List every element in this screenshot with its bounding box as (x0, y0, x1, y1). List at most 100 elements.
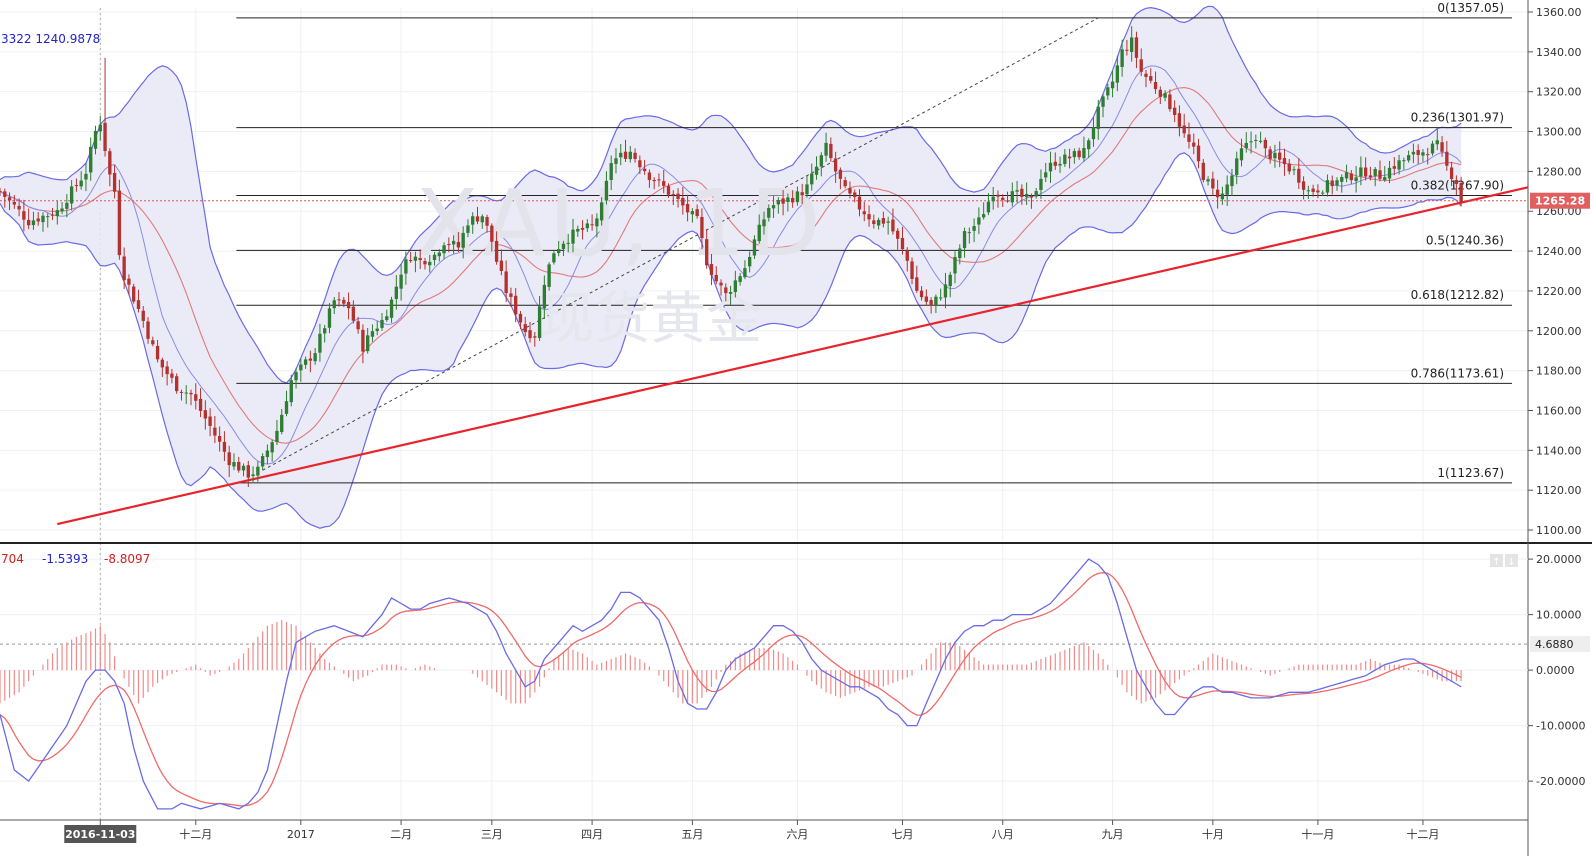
candle[interactable] (900, 226, 905, 255)
candle[interactable] (1063, 148, 1067, 167)
candle[interactable] (786, 193, 790, 212)
candle[interactable] (504, 260, 508, 302)
candle[interactable] (232, 453, 236, 471)
candle[interactable] (652, 177, 656, 190)
candle[interactable] (432, 251, 437, 266)
candle[interactable] (50, 207, 55, 221)
candle[interactable] (1316, 184, 1320, 199)
candle[interactable] (891, 208, 895, 235)
candle[interactable] (1130, 26, 1134, 62)
candle[interactable] (227, 445, 231, 477)
candle[interactable] (3, 188, 7, 208)
candle[interactable] (986, 193, 991, 216)
candle[interactable] (1363, 157, 1368, 181)
candle[interactable] (733, 270, 738, 298)
candle[interactable] (1459, 176, 1463, 207)
candle[interactable] (246, 460, 250, 488)
candle[interactable] (537, 296, 542, 341)
candle[interactable] (208, 408, 212, 437)
candle[interactable] (981, 202, 986, 220)
candle[interactable] (1024, 182, 1029, 205)
candle[interactable] (771, 195, 776, 218)
candle[interactable] (1311, 184, 1315, 197)
candle[interactable] (1278, 141, 1282, 168)
candle[interactable] (408, 251, 413, 263)
candle[interactable] (112, 165, 117, 199)
candle[interactable] (241, 463, 246, 477)
candle[interactable] (423, 257, 427, 270)
candle[interactable] (170, 368, 174, 384)
candle[interactable] (1201, 159, 1205, 183)
candle[interactable] (924, 289, 929, 306)
candle[interactable] (1067, 148, 1072, 169)
candle[interactable] (743, 260, 747, 280)
candle[interactable] (165, 361, 169, 386)
candle[interactable] (327, 303, 332, 334)
candle[interactable] (738, 273, 742, 286)
candle[interactable] (552, 251, 556, 265)
candle[interactable] (1001, 194, 1005, 207)
candle[interactable] (1268, 146, 1272, 164)
candle[interactable] (198, 388, 203, 418)
candle[interactable] (494, 231, 499, 265)
candle[interactable] (1139, 48, 1143, 77)
candle[interactable] (332, 297, 336, 314)
candle[interactable] (580, 220, 585, 240)
candle[interactable] (542, 275, 547, 320)
candle[interactable] (160, 357, 165, 377)
candle[interactable] (919, 286, 924, 301)
candle[interactable] (824, 132, 828, 162)
candle[interactable] (346, 292, 351, 320)
candle[interactable] (805, 175, 809, 198)
candle[interactable] (585, 219, 589, 232)
candle[interactable] (184, 385, 188, 405)
candle[interactable] (361, 324, 365, 364)
candle[interactable] (151, 336, 155, 347)
candle[interactable] (1177, 105, 1182, 137)
candle[interactable] (848, 181, 852, 199)
candle[interactable] (857, 189, 862, 217)
candle[interactable] (533, 331, 537, 347)
candle[interactable] (323, 324, 327, 343)
candle[interactable] (1235, 151, 1239, 185)
candle[interactable] (1445, 140, 1449, 171)
candle[interactable] (714, 266, 718, 285)
candle[interactable] (1368, 166, 1373, 181)
candle[interactable] (1187, 122, 1191, 149)
fibonacci-levels[interactable]: 0(1357.05) 0.236(1301.97) 0.382(1267.90) 0.… (236, 1, 1512, 484)
candle[interactable] (1449, 161, 1454, 187)
candle[interactable] (642, 159, 647, 175)
candle[interactable] (1206, 176, 1210, 186)
candle[interactable] (1373, 166, 1377, 187)
candle[interactable] (1244, 132, 1248, 153)
candle[interactable] (1359, 156, 1363, 186)
candle[interactable] (886, 216, 890, 235)
price-axis[interactable]: 1100.00 1120.00 1140.00 1160.00 1180.00 1200.… (1527, 0, 1590, 856)
candle[interactable] (79, 171, 83, 190)
candle[interactable] (103, 57, 107, 157)
candle[interactable] (1282, 148, 1287, 176)
candle[interactable] (810, 163, 814, 191)
candle[interactable] (12, 195, 16, 209)
candle[interactable] (958, 244, 962, 265)
candle[interactable] (413, 251, 418, 273)
candle[interactable] (1297, 158, 1301, 189)
candle[interactable] (294, 367, 298, 389)
candle[interactable] (776, 197, 780, 214)
candle[interactable] (939, 288, 943, 301)
candle[interactable] (1039, 169, 1043, 199)
candle[interactable] (213, 415, 217, 444)
candle[interactable] (132, 283, 136, 304)
candle[interactable] (447, 237, 451, 253)
candle[interactable] (881, 211, 886, 228)
candle[interactable] (967, 227, 971, 244)
candle[interactable] (1402, 157, 1406, 170)
candle[interactable] (194, 383, 198, 410)
candle[interactable] (60, 202, 64, 215)
candle[interactable] (609, 155, 613, 191)
candle[interactable] (1301, 176, 1306, 200)
candle[interactable] (795, 186, 800, 206)
candle[interactable] (1096, 99, 1100, 140)
candle[interactable] (862, 201, 866, 222)
candle[interactable] (948, 271, 952, 298)
